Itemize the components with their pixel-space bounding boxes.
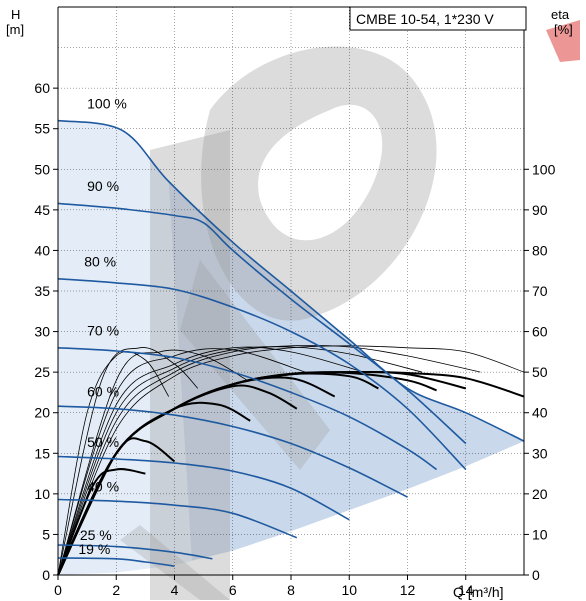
y2-tick-label-40: 40 xyxy=(532,405,548,421)
head-curve-100 xyxy=(57,119,525,442)
efficiency-curve-7 xyxy=(57,437,176,576)
y-tick-label-30: 30 xyxy=(34,324,50,340)
y-tick-label-20: 20 xyxy=(34,405,50,421)
speed-label-layer: 100 % 90 % 80 % 70 % 60 % 50 % 40 % 25 %19 % xyxy=(78,95,126,556)
speed-label-100: 100 % xyxy=(87,95,127,111)
watermark-shape-left xyxy=(150,130,230,600)
y-tick-label-40: 40 xyxy=(34,242,50,258)
head-curve-25 xyxy=(57,544,213,560)
x-tick-label-14: 14 xyxy=(458,582,474,598)
head-curve-70 xyxy=(57,347,438,471)
speed-label-25: 25 % xyxy=(80,527,112,543)
y-axis-label-line2: [m] xyxy=(6,22,24,37)
watermark-bar xyxy=(180,260,330,470)
speed-label-80: 80 % xyxy=(84,254,116,270)
x-tick-label-10: 10 xyxy=(341,582,357,598)
speed-label-50: 50 % xyxy=(87,434,119,450)
watermark-ring xyxy=(201,46,437,321)
operating-area-mid xyxy=(168,181,525,561)
y2-tick-label-50: 50 xyxy=(532,364,548,380)
y2-tick-label-60: 60 xyxy=(532,324,548,340)
speed-label-90: 90 % xyxy=(87,178,119,194)
y2-tick-label-80: 80 xyxy=(532,242,548,258)
y-tick-label-55: 55 xyxy=(34,121,50,137)
y-tick-label-5: 5 xyxy=(42,526,50,542)
y-tick-label-15: 15 xyxy=(34,445,50,461)
x-axis-label: Q [m³/h] xyxy=(453,584,504,600)
head-curve-40 xyxy=(57,498,298,539)
head-curve-50 xyxy=(57,455,350,521)
y2-tick-label-0: 0 xyxy=(532,567,540,583)
x-tick-label-2: 2 xyxy=(112,582,120,598)
speed-label-70: 70 % xyxy=(87,323,119,339)
y-tick-label-45: 45 xyxy=(34,202,50,218)
y-tick-label-50: 50 xyxy=(34,161,50,177)
y2-tick-label-70: 70 xyxy=(532,283,548,299)
thin-efficiency-curve-7 xyxy=(57,351,170,576)
thin-efficiency-curve-4 xyxy=(57,348,306,576)
thin-efficiency-curve-1 xyxy=(57,344,481,576)
thin-efficiency-curve-0 xyxy=(57,345,525,576)
head-curve-90 xyxy=(57,202,467,445)
y2-axis-label-line2: [%] xyxy=(554,22,573,37)
y2-tick-label-10: 10 xyxy=(532,526,548,542)
y2-axis-label-line1: eta xyxy=(551,7,570,22)
y2-tick-label-90: 90 xyxy=(532,202,548,218)
speed-label-40: 40 % xyxy=(87,478,119,494)
watermark-red-corner xyxy=(546,20,580,62)
y-tick-label-60: 60 xyxy=(34,80,50,96)
y2-tick-label-100: 100 xyxy=(532,161,556,177)
watermark-foot xyxy=(120,525,230,600)
y2-tick-label-30: 30 xyxy=(532,445,548,461)
thin-efficiency-curve-5 xyxy=(57,349,248,576)
watermark-layer xyxy=(120,20,580,600)
thin-efficiency-layer xyxy=(57,344,525,576)
y-tick-label-10: 10 xyxy=(34,486,50,502)
speed-label-19: 19 % xyxy=(78,541,110,557)
thin-efficiency-curve-2 xyxy=(57,346,423,576)
thin-efficiency-curve-6 xyxy=(57,347,199,576)
x-tick-label-6: 6 xyxy=(229,582,237,598)
tick-label-layer: 0 2 4 6 8 10 12 14 0 5 10 15 20 25 30 35 40 45 50 55 60 0 10 20… xyxy=(34,80,555,598)
x-tick-label-8: 8 xyxy=(287,582,295,598)
x-tick-label-4: 4 xyxy=(171,582,179,598)
x-tick-label-0: 0 xyxy=(54,582,62,598)
y2-tick-label-20: 20 xyxy=(532,486,548,502)
chart-title: CMBE 10-54, 1*230 V xyxy=(356,11,494,27)
head-curve-60 xyxy=(57,405,408,498)
y-tick-label-25: 25 xyxy=(34,364,50,380)
head-curve-19 xyxy=(57,557,175,567)
efficiency-layer xyxy=(57,371,525,576)
y-axis-label-line1: H xyxy=(11,7,20,22)
head-curve-80 xyxy=(57,278,467,471)
speed-label-60: 60 % xyxy=(87,383,119,399)
y-tick-label-0: 0 xyxy=(42,567,50,583)
x-tick-label-12: 12 xyxy=(400,582,416,598)
title-box xyxy=(349,6,527,31)
thin-efficiency-curve-3 xyxy=(57,346,364,576)
y-tick-label-35: 35 xyxy=(34,283,50,299)
efficiency-curve-8 xyxy=(57,468,146,576)
head-curve-layer xyxy=(57,119,525,567)
